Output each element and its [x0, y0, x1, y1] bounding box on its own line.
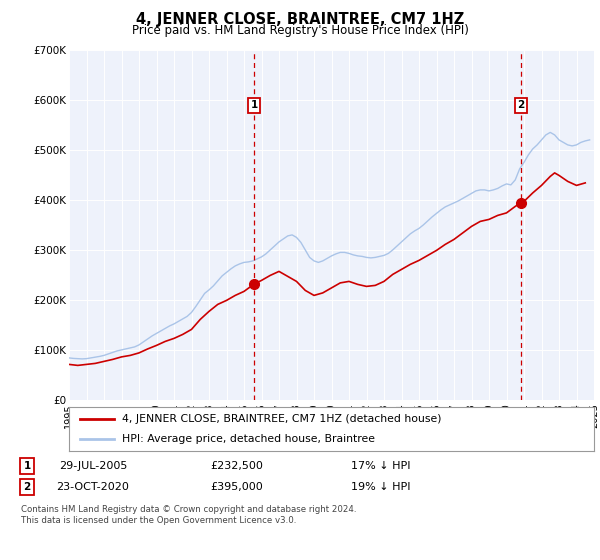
Text: 23-OCT-2020: 23-OCT-2020: [56, 482, 130, 492]
Text: 2: 2: [23, 482, 31, 492]
Text: 29-JUL-2005: 29-JUL-2005: [59, 461, 127, 471]
Text: Price paid vs. HM Land Registry's House Price Index (HPI): Price paid vs. HM Land Registry's House …: [131, 24, 469, 37]
Text: 4, JENNER CLOSE, BRAINTREE, CM7 1HZ: 4, JENNER CLOSE, BRAINTREE, CM7 1HZ: [136, 12, 464, 27]
Text: 17% ↓ HPI: 17% ↓ HPI: [351, 461, 411, 471]
Text: 19% ↓ HPI: 19% ↓ HPI: [351, 482, 411, 492]
Text: 4, JENNER CLOSE, BRAINTREE, CM7 1HZ (detached house): 4, JENNER CLOSE, BRAINTREE, CM7 1HZ (det…: [121, 414, 441, 424]
Text: 1: 1: [250, 100, 257, 110]
Text: HPI: Average price, detached house, Braintree: HPI: Average price, detached house, Brai…: [121, 434, 374, 444]
Text: Contains HM Land Registry data © Crown copyright and database right 2024.
This d: Contains HM Land Registry data © Crown c…: [21, 505, 356, 525]
Text: £232,500: £232,500: [211, 461, 263, 471]
Text: 2: 2: [517, 100, 524, 110]
Text: 1: 1: [23, 461, 31, 471]
Text: £395,000: £395,000: [211, 482, 263, 492]
